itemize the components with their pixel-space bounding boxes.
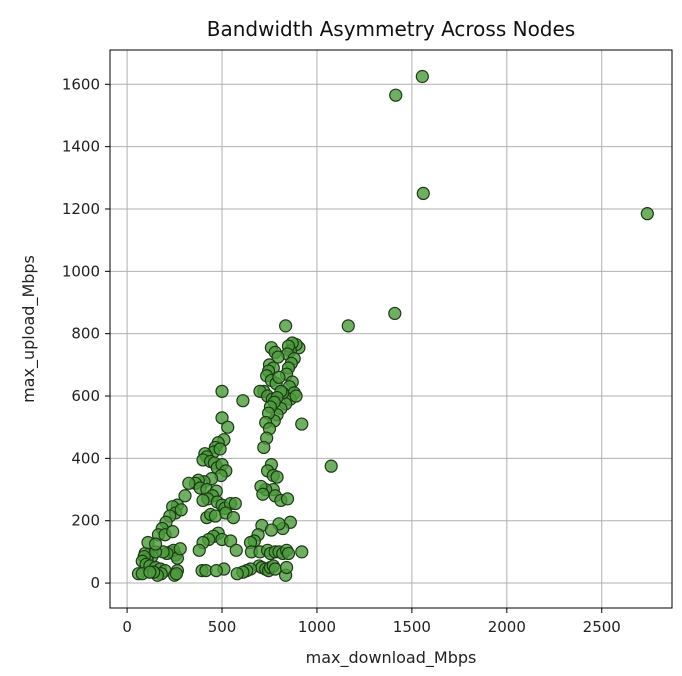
data-point — [229, 543, 243, 557]
y-tick-label: 600 — [71, 387, 100, 405]
data-point — [173, 542, 187, 556]
data-point — [257, 440, 271, 455]
data-point — [295, 545, 309, 559]
data-point — [280, 492, 295, 506]
data-point — [271, 350, 285, 364]
x-tick-label: 2500 — [583, 618, 621, 636]
x-tick-label: 500 — [208, 618, 237, 636]
data-point — [223, 534, 238, 548]
data-point — [178, 489, 192, 503]
data-points — [131, 69, 654, 582]
data-point — [148, 537, 163, 551]
data-point — [272, 370, 286, 384]
y-tick-label: 0 — [90, 574, 100, 592]
data-point — [640, 207, 654, 221]
data-point — [230, 567, 244, 581]
y-tick-label: 400 — [71, 449, 100, 467]
data-point — [324, 459, 338, 473]
data-point — [415, 69, 429, 84]
y-tick-label: 1400 — [62, 138, 100, 156]
data-point — [221, 420, 235, 434]
x-tick-label: 2000 — [488, 618, 526, 636]
data-point — [289, 389, 303, 403]
data-point — [279, 319, 293, 333]
data-point — [192, 543, 206, 557]
axis-ticks: 0 500 1000 1500 2000 2500 0 200 400 600 800 1000 120… — [62, 75, 621, 636]
data-point — [264, 523, 278, 537]
x-tick-label: 1500 — [393, 618, 431, 636]
x-axis-label: max_download_Mbps — [306, 648, 477, 668]
grid-lines — [110, 50, 672, 608]
data-point — [215, 384, 229, 398]
data-point — [196, 493, 210, 508]
data-point — [209, 563, 223, 578]
y-tick-label: 200 — [71, 512, 100, 530]
data-point — [256, 487, 270, 501]
chart-title: Bandwidth Asymmetry Across Nodes — [207, 17, 575, 41]
data-point — [279, 560, 294, 575]
data-point — [213, 442, 227, 456]
data-point — [174, 503, 188, 517]
data-point — [281, 546, 296, 561]
data-point — [143, 565, 157, 579]
data-point — [215, 411, 229, 425]
y-axis-label: max_upload_Mbps — [19, 255, 39, 403]
x-tick-label: 1000 — [298, 618, 336, 636]
data-point — [236, 394, 250, 408]
data-point — [169, 567, 184, 581]
y-tick-label: 1200 — [62, 200, 100, 218]
data-point — [166, 525, 180, 539]
plot-frame — [109, 49, 673, 609]
y-tick-label: 800 — [71, 325, 100, 343]
data-point — [389, 88, 403, 102]
data-point — [341, 319, 355, 333]
data-point — [295, 417, 309, 431]
x-tick-label: 0 — [122, 618, 132, 636]
data-point — [388, 306, 402, 321]
data-point — [416, 186, 430, 200]
data-point — [228, 496, 242, 511]
data-point — [182, 476, 196, 490]
data-point — [226, 510, 241, 525]
data-point — [270, 470, 284, 484]
y-tick-label: 1000 — [62, 262, 100, 280]
y-tick-label: 1600 — [62, 75, 100, 93]
